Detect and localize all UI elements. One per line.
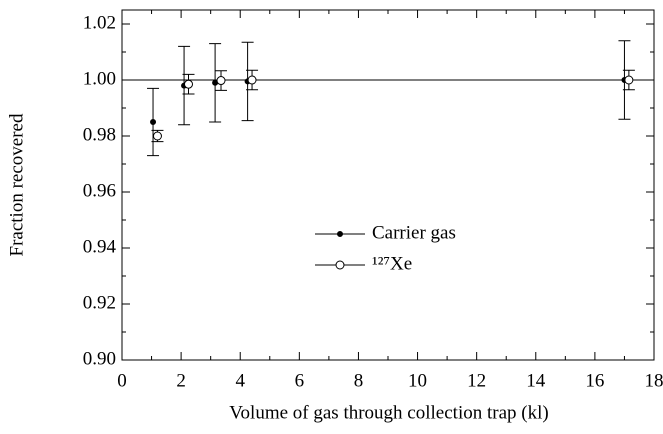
point — [624, 75, 634, 85]
point — [184, 79, 193, 89]
x-tick-label: 16 — [585, 370, 604, 391]
y-tick-label: 0.94 — [83, 236, 117, 257]
legend-label: ¹²⁷Xe — [372, 253, 412, 274]
x-tick-label: 8 — [354, 370, 364, 391]
point — [152, 131, 162, 141]
point — [247, 75, 257, 85]
point — [150, 119, 157, 125]
y-tick-label: 1.02 — [83, 12, 116, 33]
x-tick-label: 6 — [295, 370, 305, 391]
legend-marker — [337, 231, 343, 237]
x-tick-label: 18 — [645, 370, 663, 391]
x-tick-label: 10 — [408, 370, 427, 391]
x-tick-label: 12 — [467, 370, 486, 391]
y-axis-label: Fraction recovered — [6, 113, 27, 256]
point — [216, 76, 226, 86]
y-tick-label: 1.00 — [83, 68, 116, 89]
plot-frame — [121, 9, 655, 361]
x-tick-label: 4 — [235, 370, 245, 391]
y-tick-label: 0.96 — [83, 180, 116, 201]
legend-label: Carrier gas — [372, 222, 456, 243]
x-tick-label: 2 — [176, 370, 186, 391]
y-tick-label: 0.98 — [83, 124, 116, 145]
x-tick-label: 14 — [526, 370, 546, 391]
x-axis-label: Volume of gas through collection trap (k… — [229, 402, 548, 423]
y-tick-label: 0.92 — [83, 292, 116, 313]
y-tick-label: 0.90 — [83, 348, 116, 369]
x-tick-label: 0 — [117, 370, 127, 391]
legend-marker — [335, 260, 345, 270]
